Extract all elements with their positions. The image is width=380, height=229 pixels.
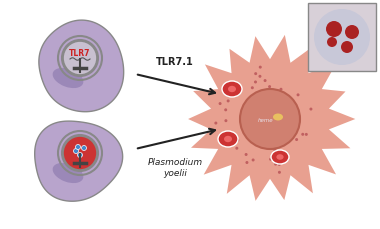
Circle shape xyxy=(278,171,281,174)
Circle shape xyxy=(258,76,261,79)
Circle shape xyxy=(224,109,227,112)
Circle shape xyxy=(341,42,353,54)
Circle shape xyxy=(301,133,304,136)
Ellipse shape xyxy=(222,82,242,98)
Circle shape xyxy=(251,87,254,90)
Text: TLR7: TLR7 xyxy=(69,49,91,58)
Circle shape xyxy=(327,38,337,48)
Circle shape xyxy=(218,103,222,106)
Ellipse shape xyxy=(224,136,232,143)
Circle shape xyxy=(252,159,255,162)
Circle shape xyxy=(296,94,299,97)
Circle shape xyxy=(230,141,233,144)
Polygon shape xyxy=(35,122,123,201)
Circle shape xyxy=(280,88,282,91)
Ellipse shape xyxy=(271,150,289,164)
Circle shape xyxy=(314,10,370,66)
Circle shape xyxy=(245,153,248,156)
Circle shape xyxy=(259,66,262,69)
Ellipse shape xyxy=(228,86,236,93)
Circle shape xyxy=(225,139,228,142)
Circle shape xyxy=(268,86,271,89)
Circle shape xyxy=(226,100,230,103)
Circle shape xyxy=(273,148,276,151)
Circle shape xyxy=(245,161,249,164)
Circle shape xyxy=(305,133,308,136)
Ellipse shape xyxy=(218,131,238,147)
Circle shape xyxy=(295,139,298,142)
Circle shape xyxy=(63,42,97,76)
Circle shape xyxy=(269,158,272,161)
Circle shape xyxy=(81,146,87,151)
Text: Plasmodium
yoelii: Plasmodium yoelii xyxy=(147,158,203,177)
Circle shape xyxy=(345,26,359,40)
Circle shape xyxy=(225,120,227,123)
Circle shape xyxy=(214,122,217,125)
Circle shape xyxy=(254,73,257,76)
Polygon shape xyxy=(188,36,355,201)
Circle shape xyxy=(278,163,281,166)
FancyBboxPatch shape xyxy=(308,4,376,72)
Ellipse shape xyxy=(276,155,283,160)
Text: TLR7.1: TLR7.1 xyxy=(156,57,194,67)
Polygon shape xyxy=(39,21,124,112)
Circle shape xyxy=(236,139,239,142)
Ellipse shape xyxy=(273,114,283,121)
Circle shape xyxy=(274,163,277,166)
Circle shape xyxy=(264,80,267,83)
Text: heme: heme xyxy=(258,117,274,122)
Circle shape xyxy=(240,90,300,149)
Circle shape xyxy=(235,147,238,150)
Circle shape xyxy=(76,145,81,150)
Circle shape xyxy=(73,149,79,154)
Ellipse shape xyxy=(53,163,83,183)
Ellipse shape xyxy=(53,69,83,89)
Circle shape xyxy=(309,108,312,111)
Circle shape xyxy=(326,22,342,38)
Circle shape xyxy=(63,136,97,170)
Circle shape xyxy=(254,81,257,84)
Circle shape xyxy=(78,153,82,158)
